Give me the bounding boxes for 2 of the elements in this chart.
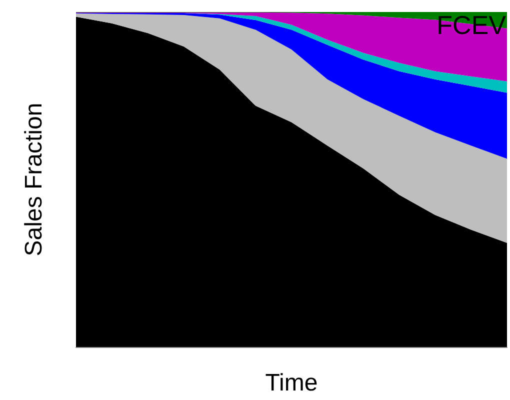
x-axis-title: Time	[265, 370, 318, 396]
y-axis-title: Sales Fraction	[20, 102, 48, 256]
